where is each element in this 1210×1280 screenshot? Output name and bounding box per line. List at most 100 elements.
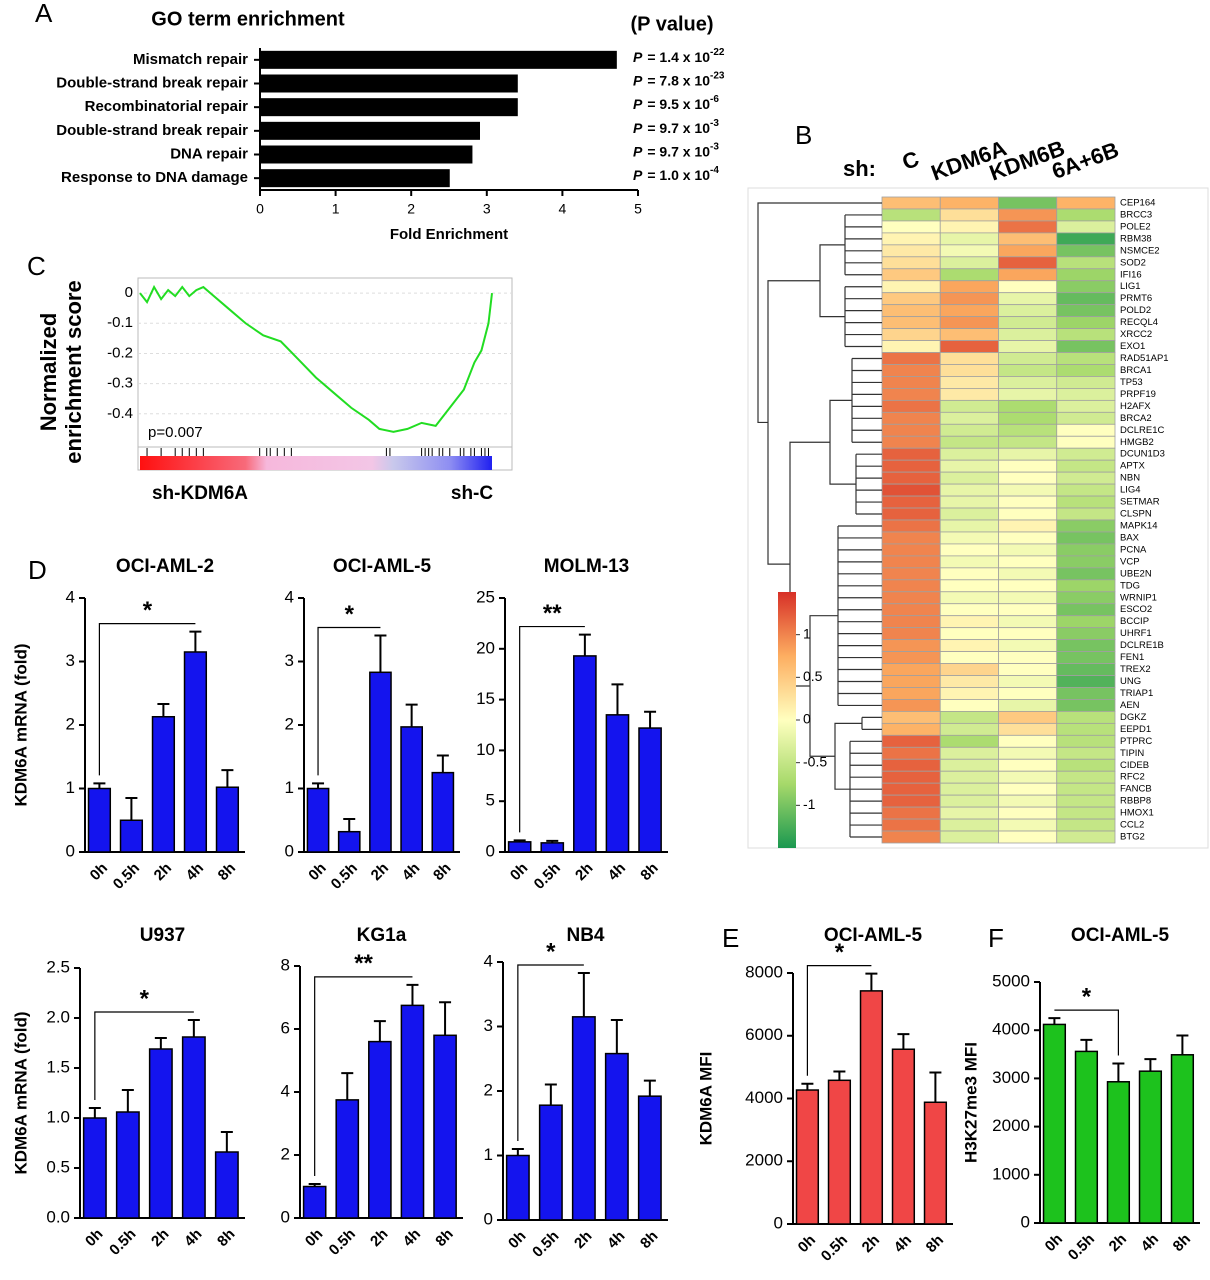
p-value: = 1.4 x 10	[647, 49, 710, 65]
heatmap-cell	[1056, 711, 1116, 724]
chart-title: OCI-AML-5	[333, 556, 432, 577]
error-bar	[929, 1071, 942, 1103]
heatmap-cell	[939, 722, 999, 736]
y-tick-label: 4	[281, 1081, 290, 1100]
x-tick-label: 2h	[368, 860, 392, 884]
bar	[827, 1079, 852, 1225]
heatmap-cell	[1056, 782, 1116, 796]
heatmap-cell	[881, 746, 941, 760]
row-label: CIDEB	[1120, 760, 1149, 771]
row-label: DGKZ	[1120, 712, 1147, 723]
row-label: TREX2	[1120, 664, 1151, 675]
heatmap-cell	[881, 519, 941, 533]
x-tick-label: 2h	[1106, 1231, 1130, 1255]
y-tick-label: 2	[484, 1080, 493, 1099]
panel-letter: D	[28, 555, 47, 585]
heatmap-cell	[881, 483, 941, 497]
bar	[604, 1052, 629, 1221]
row-label: UHRF1	[1120, 628, 1152, 639]
bar	[369, 671, 392, 853]
error-bar	[93, 782, 106, 789]
heatmap-cell	[998, 280, 1058, 294]
heatmap-cell	[881, 316, 941, 329]
bar	[859, 990, 884, 1225]
heatmap-cell	[939, 399, 999, 413]
x-tick-label: 0.5h	[1065, 1231, 1098, 1264]
y-tick-label: 3	[66, 651, 75, 670]
y-axis-label: enrichment score	[61, 280, 86, 463]
heatmap-cell	[998, 328, 1058, 341]
heatmap-cell	[998, 711, 1058, 724]
p-symbol: P	[633, 167, 643, 183]
bar	[115, 1111, 140, 1219]
bar	[540, 842, 565, 853]
heatmap-cell	[939, 663, 999, 676]
panel-letter: E	[722, 923, 739, 953]
row-label: TP53	[1120, 377, 1143, 388]
x-tick-label: 0.5h	[529, 1228, 562, 1261]
y-tick-label: 4000	[745, 1088, 783, 1107]
error-bar	[125, 797, 138, 821]
y-tick-label: 0	[484, 1209, 493, 1228]
y-tick-label: 15	[476, 689, 495, 708]
bar	[260, 98, 518, 117]
y-tick-label: 0	[486, 841, 495, 860]
heatmap-cell	[998, 675, 1058, 688]
error-bar	[439, 1001, 452, 1036]
error-bar	[611, 683, 624, 715]
heatmap-cell	[1056, 256, 1116, 270]
error-bar	[578, 633, 591, 656]
p-exponent: -3	[710, 141, 719, 152]
row-label: RECQL4	[1120, 317, 1158, 328]
x-tick-label: 4h	[399, 860, 423, 884]
heatmap-cell	[939, 699, 999, 712]
x-tick-label: 2h	[571, 1228, 595, 1252]
heatmap-cell	[1056, 435, 1116, 449]
error-bar	[341, 1072, 354, 1100]
y-tick-label: 1.0	[46, 1107, 70, 1126]
bar	[260, 145, 473, 164]
heatmap-cell	[1056, 388, 1116, 401]
heatmap-cell	[998, 722, 1058, 736]
row-label: H2AFX	[1120, 401, 1151, 412]
bar	[1074, 1050, 1099, 1224]
y-tick-label: 2000	[745, 1151, 783, 1170]
chart-title: KG1a	[357, 925, 407, 946]
bar	[1170, 1054, 1195, 1224]
heatmap-cell	[881, 782, 941, 796]
y-tick-label: 6000	[745, 1025, 783, 1044]
heatmap-cell	[998, 543, 1058, 557]
panel-letter: F	[988, 923, 1004, 953]
x-tick-label: 0h	[87, 860, 111, 884]
y-tick-label: 8	[281, 955, 290, 974]
panel-letter: C	[27, 251, 46, 281]
heatmap-cell	[1056, 399, 1116, 413]
row-label: POLE2	[1120, 221, 1151, 232]
heatmap-cell	[1056, 531, 1116, 545]
row-label: CLSPN	[1120, 509, 1152, 520]
heatmap-cell	[998, 220, 1058, 234]
heatmap-cell	[998, 818, 1058, 832]
bar	[923, 1101, 948, 1225]
error-bar	[436, 754, 449, 773]
heatmap-cell	[998, 411, 1058, 425]
p-value-label: P = 1.0 x 10-4	[633, 165, 719, 183]
heatmap-cell	[998, 830, 1058, 844]
y-axis-label: KDM6A mRNA (fold)	[11, 1011, 30, 1174]
heatmap-cell	[998, 806, 1058, 820]
bar	[795, 1089, 820, 1225]
p-value-label: P = 9.7 x 10-3	[633, 117, 719, 135]
category-label: Response to DNA damage	[61, 169, 248, 186]
heatmap-cell	[939, 675, 999, 688]
heatmap-cell	[881, 734, 941, 748]
heatmap-cell	[998, 459, 1058, 473]
error-bar	[643, 1079, 656, 1097]
heatmap-cell	[939, 483, 999, 497]
bar	[1138, 1070, 1163, 1224]
p-value-label: P = 1.4 x 10-22	[633, 46, 725, 64]
heatmap-cell	[881, 531, 941, 545]
row-label: DCUN1D3	[1120, 449, 1165, 460]
bar	[82, 1117, 107, 1219]
error-bar	[405, 703, 418, 727]
row-label: CEP164	[1120, 197, 1155, 208]
